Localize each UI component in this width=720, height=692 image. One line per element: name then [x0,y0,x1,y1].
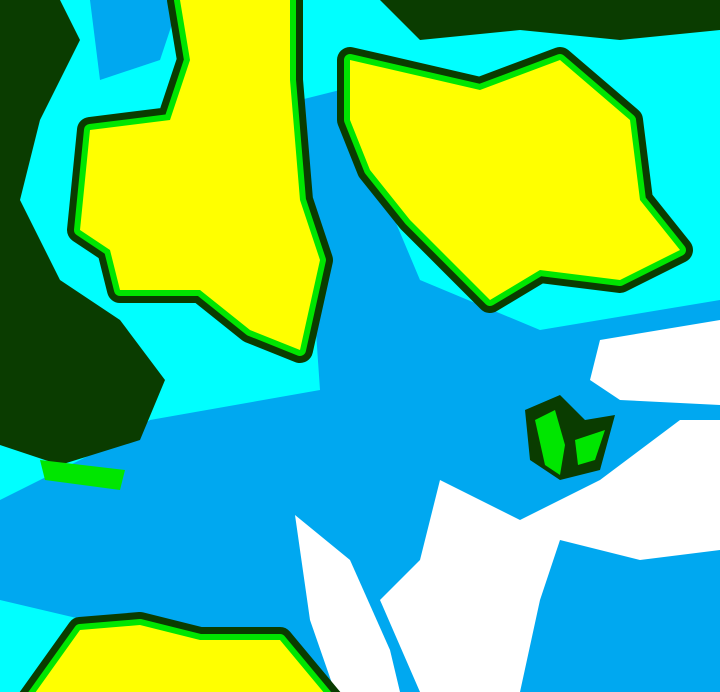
green-patch-left [40,460,125,490]
green-patch-right-a [535,410,565,475]
blue-region-top-left [90,0,180,80]
dark-green-region-top-right [380,0,720,40]
white-region-right [590,320,720,405]
white-region-bottom-right [380,420,720,692]
yellow-region-bottom-left [19,612,341,692]
yellow-region-top-right [337,47,693,313]
dark-green-region-left [0,0,165,465]
yellow-region-top-left [67,0,333,363]
green-patch-right-b [575,430,605,465]
white-region-bottom-center [295,515,400,692]
